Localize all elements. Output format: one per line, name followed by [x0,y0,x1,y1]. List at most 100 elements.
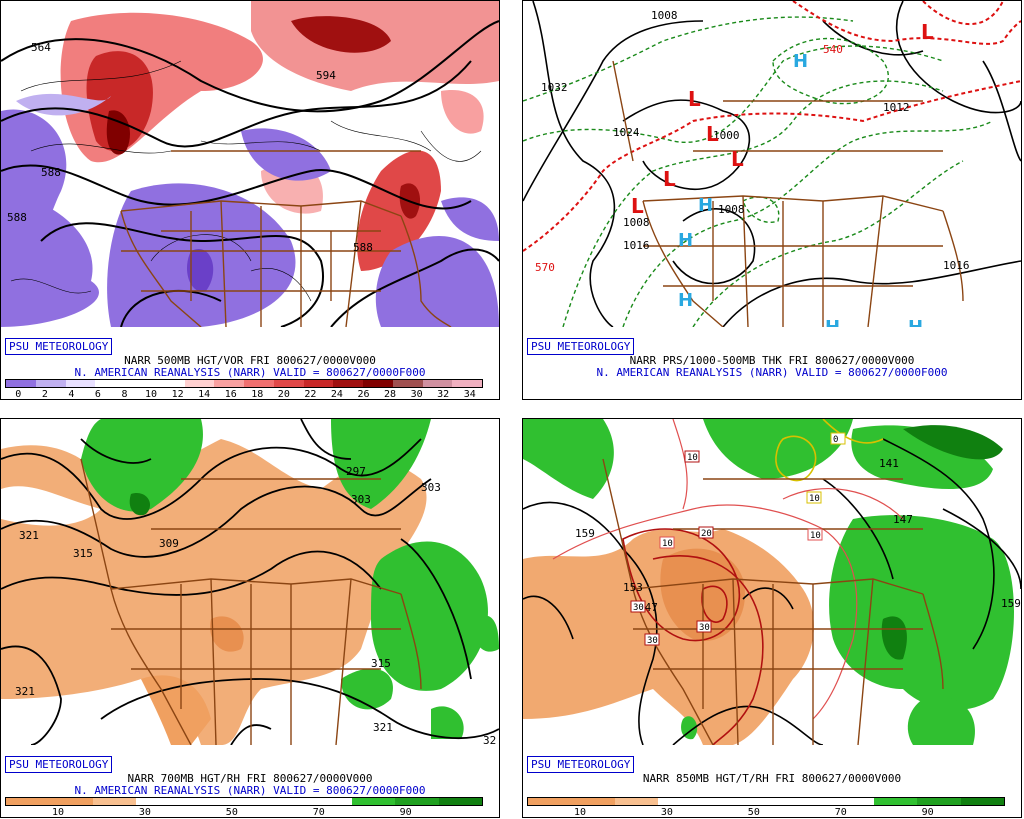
colorbar-swatch [960,798,1004,805]
svg-text:1012: 1012 [883,101,910,114]
colorbar-tick-label: 16 [224,389,237,400]
colorbar-swatch [154,380,185,387]
colorbar-swatch [452,380,482,387]
colorbar-tick-label: 8 [121,389,128,400]
map-pressure: 1008 1032 1024 1012 1008 1000 1016 1016 … [523,1,1021,327]
svg-text:297: 297 [346,465,366,478]
colorbar-tick-label: 32 [437,389,450,400]
svg-text:H: H [908,317,923,327]
colorbar-swatch [438,798,482,805]
colorbar-tick-label: 30 [660,807,673,818]
svg-text:159: 159 [575,527,595,540]
colorbar-tick-label: 14 [198,389,211,400]
svg-text:303: 303 [421,481,441,494]
colorbar-swatch [6,798,50,805]
colorbar-tick-label: 10 [51,807,65,818]
colorbar-tick-label: 90 [399,807,412,818]
colorbar-tick-label: 90 [921,807,934,818]
valid-time: N. AMERICAN REANALYSIS (NARR) VALID = 80… [74,784,426,797]
colorbar-tick-label: 34 [463,389,476,400]
svg-text:L: L [731,147,744,171]
svg-text:30: 30 [699,623,710,633]
map-700mb: 321 315 309 303 297 303 321 315 321 321 … [1,419,499,745]
svg-text:315: 315 [73,547,93,560]
svg-text:0: 0 [833,435,838,445]
psu-branding: PSU METEOROLOGY [5,338,113,355]
colorbar-tick-label: 70 [834,807,847,818]
svg-text:H: H [698,195,713,216]
colorbar-tick-label: 26 [357,389,370,400]
svg-text:10: 10 [662,539,673,549]
colorbar-tick-label: 20 [277,389,290,400]
svg-text:1008: 1008 [623,216,650,229]
panel-700mb-rh: 321 315 309 303 297 303 321 315 321 321 … [0,418,500,818]
svg-text:H: H [825,317,840,327]
svg-text:H: H [678,230,693,251]
panel-pressure-thickness: 1008 1032 1024 1012 1008 1000 1016 1016 … [522,0,1022,400]
svg-text:1024: 1024 [613,126,640,139]
colorbar-swatch [35,380,66,387]
colorbar-swatch [422,380,453,387]
svg-text:10: 10 [809,494,820,504]
svg-text:141: 141 [879,457,899,470]
colorbar-swatch [135,798,180,805]
colorbar-swatch [308,798,353,805]
colorbar-tick-label: 50 [747,807,760,818]
colorbar-swatch [184,380,215,387]
map-500mb: 564 588 588 594 588 [1,1,499,327]
svg-text:588: 588 [353,241,373,254]
psu-branding: PSU METEOROLOGY [5,756,113,773]
svg-text:588: 588 [41,166,61,179]
svg-text:L: L [921,20,934,44]
colorbar [527,797,1005,806]
svg-text:20: 20 [701,529,712,539]
colorbar-swatch [571,798,615,805]
colorbar-swatch [179,798,223,805]
colorbar-tick-label: 6 [94,389,101,400]
colorbar-swatch [787,798,831,805]
colorbar-tick-label: 10 [573,807,587,818]
colorbar-tick-label: 30 [410,389,423,400]
svg-text:1008: 1008 [651,9,678,22]
colorbar-swatch [244,380,274,387]
colorbar-tick-label: 0 [15,389,22,400]
svg-text:315: 315 [371,657,391,670]
colorbar-tick-label: 24 [330,389,343,400]
svg-text:321: 321 [373,721,393,734]
colorbar-tick-label: 30 [138,807,151,818]
colorbar-labels: 0 2 4 6 8 10 12 14 16 18 20 22 24 26 28 30 32 34 [5,389,483,400]
colorbar-tick-label: 10 [145,389,158,400]
colorbar-swatch [49,798,93,805]
panel-title: NARR 700MB HGT/RH FRI 800627/0000V000 [127,772,373,785]
panel-title: NARR 850MB HGT/T/RH FRI 800627/0000V000 [642,772,902,785]
svg-text:H: H [678,290,693,311]
colorbar-tick-label: 18 [251,389,264,400]
svg-text:564: 564 [31,41,51,54]
colorbar-tick-label: 22 [304,389,317,400]
svg-text:10: 10 [687,453,698,463]
svg-text:30: 30 [633,603,644,613]
svg-text:153: 153 [623,581,643,594]
colorbar-tick-label: 2 [41,389,48,400]
colorbar-swatch [701,798,745,805]
colorbar-swatch [95,380,125,387]
svg-text:30: 30 [647,636,658,646]
svg-text:L: L [688,87,701,111]
svg-text:540: 540 [823,43,843,56]
colorbar-swatch [222,798,266,805]
svg-text:1008: 1008 [718,203,745,216]
colorbar-swatch [363,380,393,387]
svg-text:1000: 1000 [713,129,740,142]
colorbar-swatch [395,798,439,805]
colorbar-swatch [657,798,702,805]
svg-text:L: L [706,122,719,146]
colorbar-swatch [125,380,155,387]
colorbar-swatch [214,380,244,387]
svg-text:10: 10 [810,531,821,541]
svg-text:L: L [663,167,676,191]
panel-850mb-t-rh: 159 141 147 153 147 159 10 20 10 30 30 3… [522,418,1022,818]
colorbar-swatch [917,798,961,805]
colorbar [5,379,483,388]
svg-text:32: 32 [483,734,496,745]
colorbar-tick-label: 28 [384,389,397,400]
